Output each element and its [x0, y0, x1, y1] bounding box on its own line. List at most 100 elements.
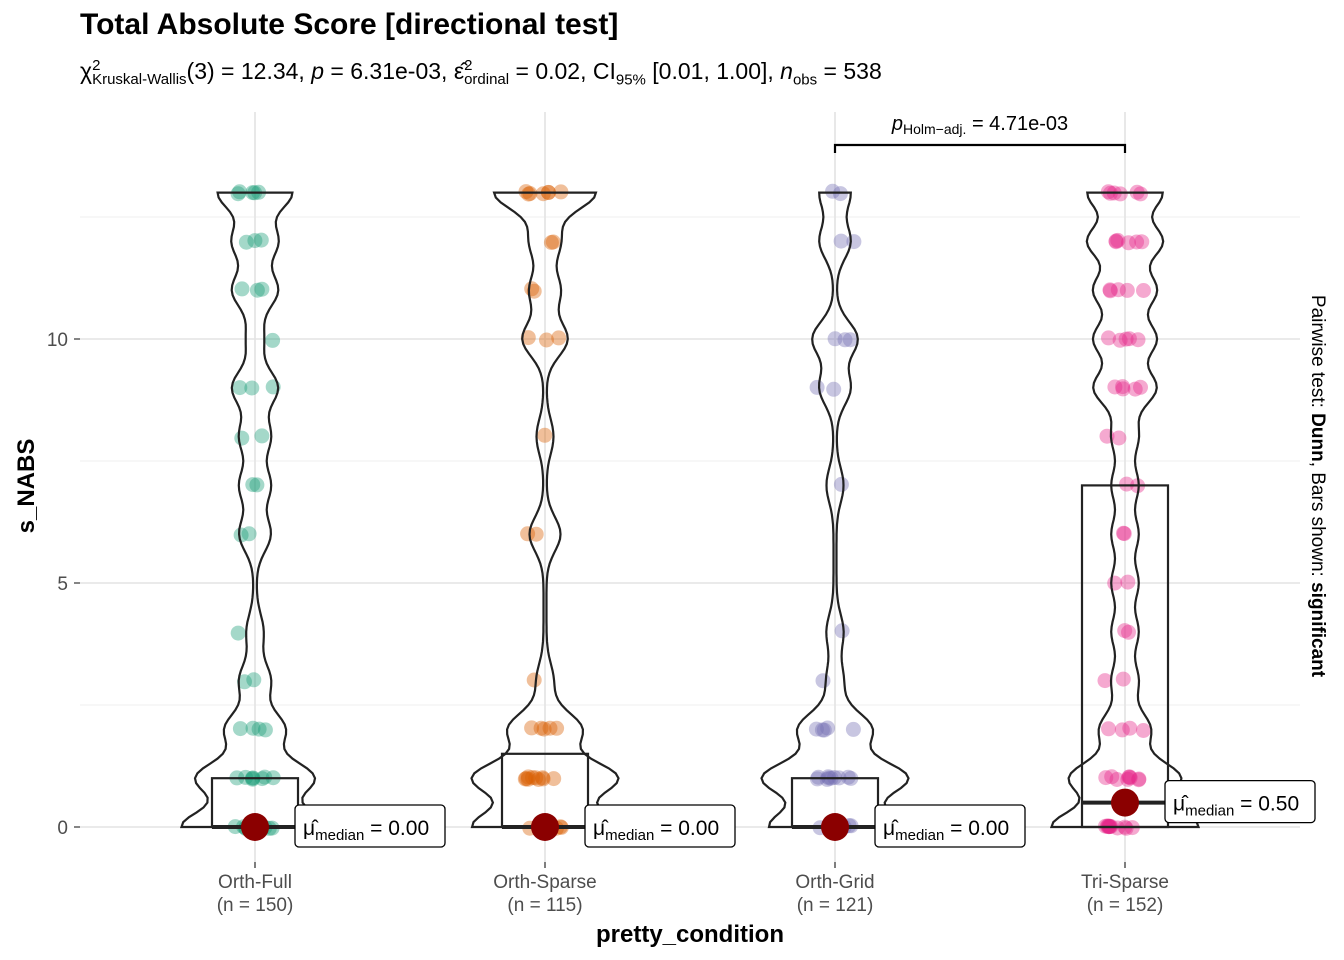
data-point [551, 330, 567, 346]
data-point [234, 430, 250, 446]
data-point [1122, 770, 1138, 786]
data-point [1112, 186, 1128, 202]
data-point [820, 769, 836, 785]
data-point [1136, 283, 1151, 298]
data-point [1116, 525, 1131, 541]
data-point [520, 769, 536, 785]
effect-value: = 0.02, CI [515, 58, 616, 84]
data-point [1107, 575, 1123, 591]
data-point [517, 771, 533, 787]
data-point [1130, 332, 1146, 348]
data-point [1119, 282, 1135, 298]
group-orth-sparse: μ̂median = 0.00 [470, 184, 736, 848]
data-point [524, 720, 540, 736]
data-point [257, 722, 273, 738]
data-point [232, 721, 248, 737]
data-point [545, 234, 561, 250]
median-dot [1111, 788, 1139, 817]
x-axis-label: pretty_condition [596, 921, 784, 948]
grid-lines [80, 112, 1300, 868]
stat-df: (3) [186, 58, 215, 84]
data-point [808, 721, 824, 737]
data-point [1134, 234, 1150, 250]
data-point [528, 526, 544, 542]
violin [470, 191, 620, 829]
x-tick-label: Tri-Sparse [1081, 872, 1169, 893]
group-orth-grid: μ̂median = 0.00 [760, 183, 1026, 848]
data-point [265, 332, 281, 348]
data-point [1115, 379, 1131, 395]
data-point [1115, 381, 1131, 397]
data-point [1109, 772, 1125, 787]
data-point [241, 526, 257, 542]
y-axis: 0 5 10 [47, 330, 80, 839]
data-point [814, 722, 830, 738]
data-point [1135, 723, 1151, 738]
data-point [1104, 769, 1120, 785]
median-label-box [874, 804, 1026, 848]
data-point [1112, 332, 1128, 348]
data-point [518, 771, 534, 786]
chart-title: Total Absolute Score [directional test] [80, 8, 619, 41]
data-point [535, 770, 551, 786]
n-label: n [780, 58, 793, 84]
median-label-box [584, 804, 736, 848]
data-point [846, 234, 862, 250]
stat-value: = 12.34, [221, 58, 305, 84]
data-point [524, 281, 540, 297]
data-point [543, 235, 559, 250]
data-point [1122, 769, 1138, 785]
chi-symbol: χ [80, 58, 93, 84]
x-tick-label: Orth-Full [218, 872, 292, 893]
data-point [827, 331, 843, 347]
data-point [815, 673, 831, 689]
data-point [520, 771, 536, 787]
data-point [837, 332, 853, 348]
data-point [549, 720, 565, 736]
data-point [233, 527, 249, 543]
data-point [244, 380, 260, 396]
y-tick-label: 5 [57, 574, 68, 595]
data-point [1119, 476, 1135, 492]
data-point [1107, 379, 1123, 395]
data-point [526, 283, 542, 299]
right-caption: Pairwise test: Dunn, Bars shown: signifi… [1307, 295, 1328, 678]
data-point [1116, 526, 1132, 542]
violin [179, 191, 331, 829]
data-point [234, 281, 250, 297]
data-point [1102, 283, 1118, 299]
data-point [536, 721, 552, 737]
data-point [546, 771, 562, 787]
y-tick-label: 0 [57, 818, 68, 839]
data-point [816, 722, 832, 738]
data-point [819, 771, 835, 787]
violin [1049, 191, 1201, 829]
data-point [820, 720, 836, 736]
data-point [842, 332, 858, 348]
x-tick-label: Orth-Sparse [493, 872, 596, 893]
y-tick-label: 10 [47, 330, 68, 351]
data-point [1121, 769, 1137, 785]
data-point [1101, 330, 1116, 346]
data-point [535, 771, 551, 787]
data-point [232, 380, 248, 396]
data-point [834, 623, 850, 639]
median-label: μ̂median = 0.00 [883, 817, 1009, 844]
median-label-box [294, 804, 446, 848]
data-point [245, 477, 261, 493]
group-orth-full: μ̂median = 0.00 [179, 184, 446, 848]
x-tick-label: Orth-Grid [795, 872, 874, 893]
data-point [1098, 770, 1114, 786]
data-point [528, 770, 544, 786]
x-axis: Orth-Full(n = 150) Orth-Sparse(n = 115) Or… [217, 862, 1169, 916]
x-tick-count-label: (n = 152) [1087, 895, 1164, 916]
epsilon-sup-sub: 2 ordinal [464, 56, 510, 88]
data-point [825, 183, 841, 199]
data-point [1114, 722, 1130, 738]
data-point [1121, 624, 1136, 640]
median-dot [821, 813, 849, 841]
data-point [251, 721, 267, 737]
x-tick-count-label: (n = 121) [797, 895, 874, 916]
data-point [1102, 282, 1118, 298]
data-point [1120, 771, 1136, 787]
